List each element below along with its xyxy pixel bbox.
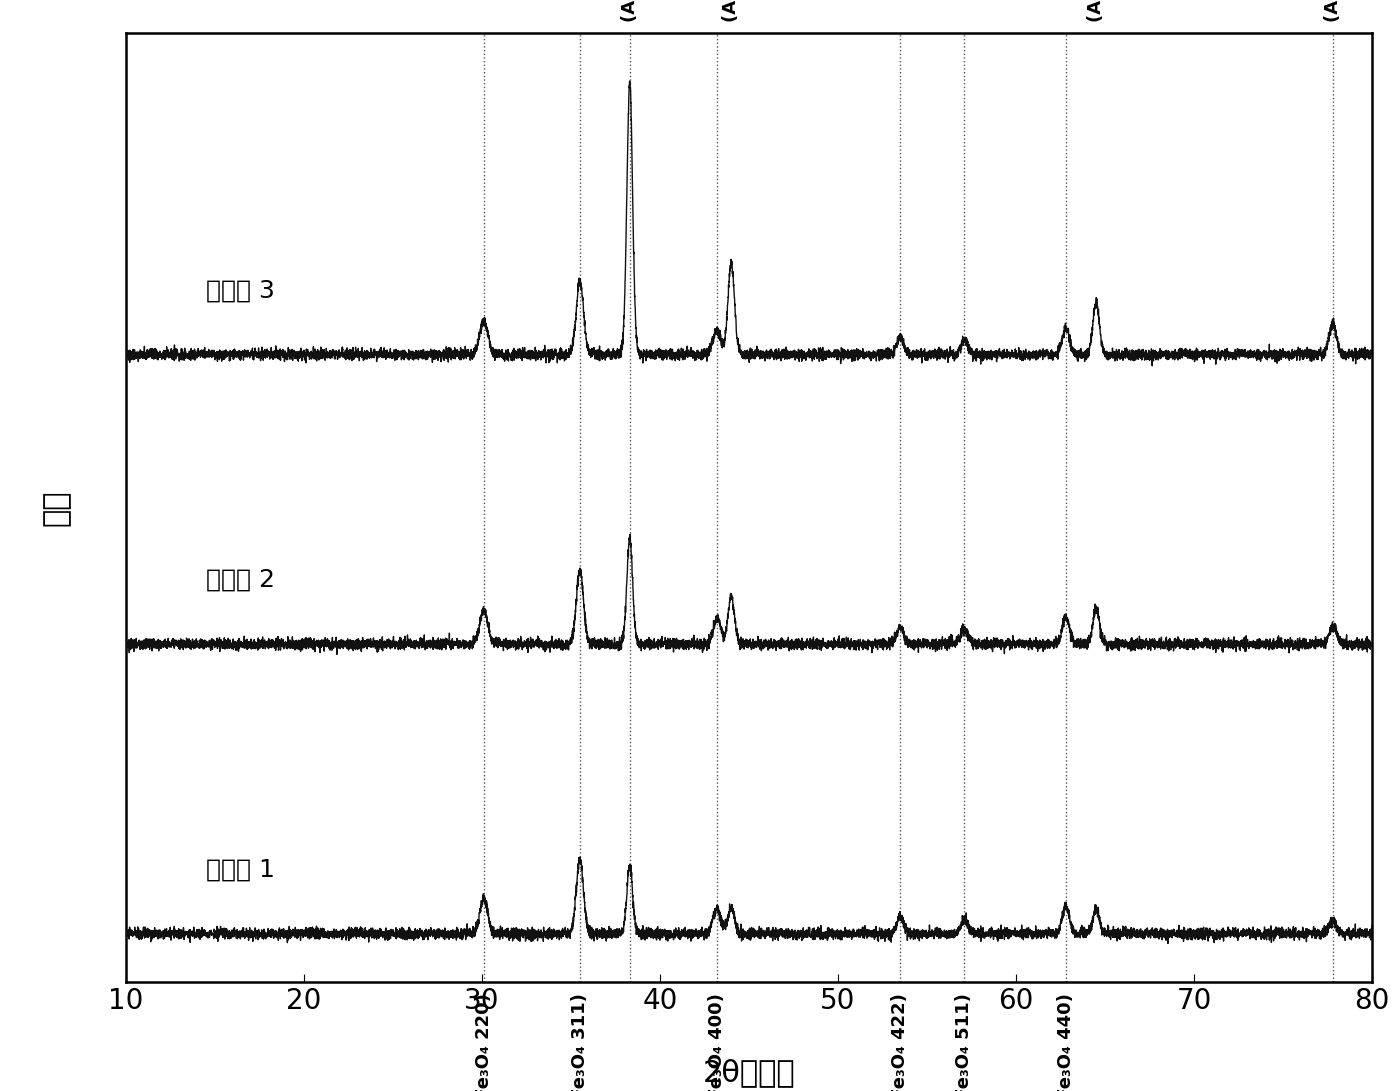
Text: (Fe₃O₄ 400): (Fe₃O₄ 400) — [708, 993, 727, 1091]
Text: (Fe₃O₄ 220): (Fe₃O₄ 220) — [475, 993, 493, 1091]
Text: (Fe₃O₄ 311): (Fe₃O₄ 311) — [571, 993, 589, 1091]
Text: 实施例 1: 实施例 1 — [206, 858, 274, 882]
Text: (Ag 220): (Ag 220) — [1086, 0, 1105, 22]
Text: (Ag 111): (Ag 111) — [620, 0, 638, 22]
Text: 实施例 2: 实施例 2 — [206, 567, 274, 591]
Text: (Fe₃O₄ 422): (Fe₃O₄ 422) — [892, 993, 910, 1091]
Text: (Ag 200): (Ag 200) — [722, 0, 741, 22]
Text: (Fe₃O₄ 440): (Fe₃O₄ 440) — [1057, 993, 1075, 1091]
Text: 2θ（度）: 2θ（度） — [703, 1058, 795, 1088]
Text: 强度: 强度 — [42, 489, 70, 526]
Text: (Ag 311): (Ag 311) — [1324, 0, 1341, 22]
Text: 实施例 3: 实施例 3 — [206, 278, 274, 302]
Text: (Fe₃O₄ 511): (Fe₃O₄ 511) — [955, 993, 973, 1091]
